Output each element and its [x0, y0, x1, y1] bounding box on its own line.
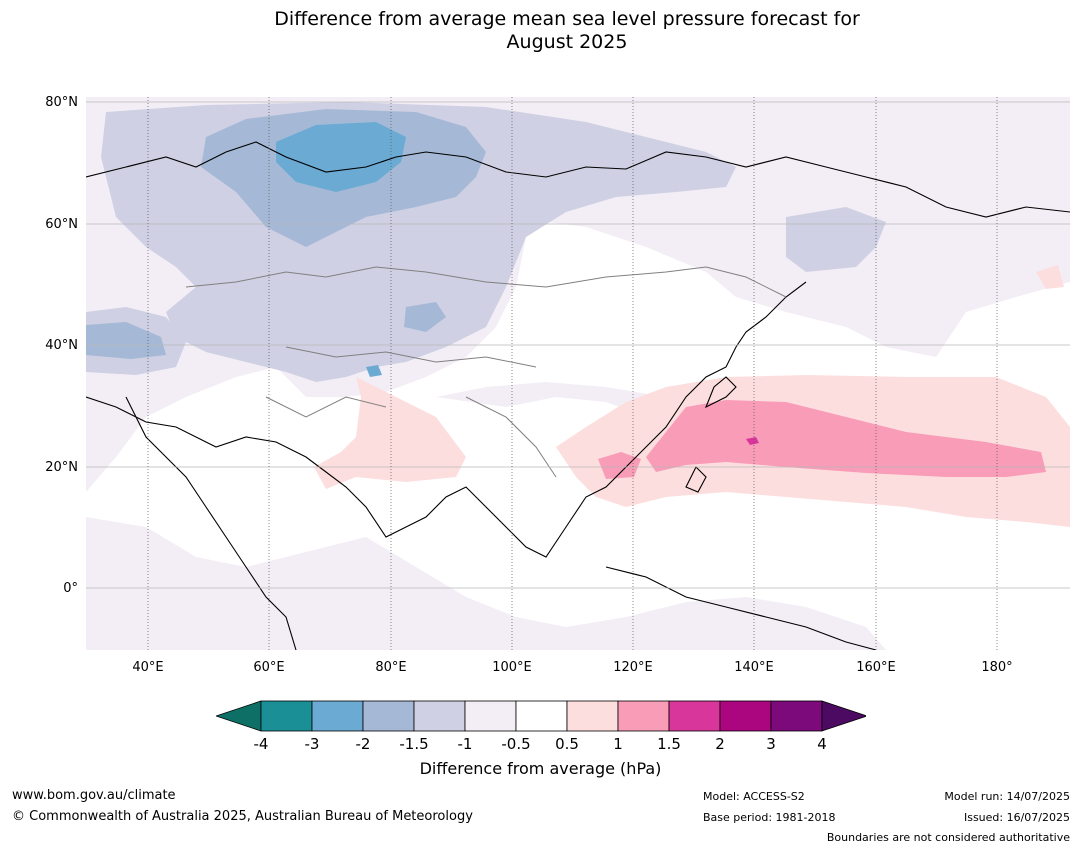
colorbar-segment — [464, 700, 517, 732]
colorbar — [216, 700, 866, 732]
footer-issued: Issued: 16/07/2025 — [963, 811, 1070, 824]
lon-label-180: 180° — [981, 660, 1013, 675]
footer-model-run: Model run: 14/07/2025 — [944, 790, 1070, 803]
colorbar-segment — [719, 700, 772, 732]
longitude-gridlines — [147, 97, 998, 650]
anomaly-region-plus-one-half — [746, 437, 759, 445]
title-line-2: August 2025 — [506, 31, 628, 53]
anomaly-region-minus-half-seasia — [436, 382, 706, 427]
colorbar-tick-label: 4 — [817, 735, 827, 753]
colorbar-extend-low — [216, 700, 262, 732]
colorbar-tick-label: 2 — [715, 735, 725, 753]
latitude-gridlines — [86, 101, 1070, 589]
colorbar-extend-high — [821, 700, 866, 732]
lon-label-120e: 120°E — [613, 660, 653, 675]
colorbar-tick-label: -0.5 — [501, 735, 531, 753]
colorbar-segment — [668, 700, 721, 732]
footer-disclaimer: Boundaries are not considered authoritat… — [826, 831, 1070, 844]
anomaly-region-plus-half-japan — [1036, 265, 1064, 289]
colorbar-tick-label: 1.5 — [657, 735, 681, 753]
colorbar-label: Difference from average (hPa) — [419, 759, 662, 778]
colorbar-tick-label: -2 — [355, 735, 371, 753]
lat-label-20n: 20°N — [45, 460, 78, 475]
anomaly-region-minus-one-half-central — [404, 302, 446, 332]
colorbar-segment — [770, 700, 823, 732]
lon-label-100e: 100°E — [492, 660, 532, 675]
lon-label-160e: 160°E — [856, 660, 896, 675]
anomaly-region-plus-one — [646, 400, 1046, 477]
colorbar-segment — [362, 700, 415, 732]
anomaly-region-minus-one-half-caspian — [86, 322, 166, 359]
colorbar-tick-label: -1 — [457, 735, 473, 753]
chart-title: Difference from average mean sea level p… — [0, 8, 1081, 54]
colorbar-tick-label: 0.5 — [555, 735, 579, 753]
colorbar-tick-label: 3 — [766, 735, 776, 753]
anomaly-region-minus-one-east — [786, 207, 886, 272]
coastlines — [86, 141, 1070, 650]
anomaly-region-plus-one-scs — [598, 452, 641, 479]
colorbar-segment — [515, 700, 568, 732]
colorbar-segment — [413, 700, 466, 732]
colorbar-segment — [617, 700, 670, 732]
lon-label-60e: 60°E — [253, 660, 285, 675]
lat-label-40n: 40°N — [45, 338, 78, 353]
pressure-anomaly-map — [86, 97, 1070, 650]
colorbar-tick-label: -3 — [304, 735, 320, 753]
colorbar-segment — [566, 700, 619, 732]
footer-url: www.bom.gov.au/climate — [12, 788, 176, 803]
colorbar-tick-label: -4 — [253, 735, 269, 753]
colorbar-segment — [311, 700, 364, 732]
anomaly-region-plus-half-india — [314, 377, 466, 489]
footer-base-period: Base period: 1981-2018 — [703, 811, 836, 824]
lat-label-60n: 60°N — [45, 217, 78, 232]
anomaly-region-minus-two-himalaya — [366, 365, 382, 377]
footer-copyright: © Commonwealth of Australia 2025, Austra… — [12, 809, 473, 824]
title-line-1: Difference from average mean sea level p… — [274, 8, 860, 30]
lon-label-40e: 40°E — [132, 660, 164, 675]
country-borders — [185, 266, 787, 478]
lon-label-140e: 140°E — [734, 660, 774, 675]
lat-label-80n: 80°N — [45, 95, 78, 110]
colorbar-tick-label: -1.5 — [399, 735, 429, 753]
lon-label-80e: 80°E — [375, 660, 407, 675]
colorbar-segment — [260, 700, 313, 732]
anomaly-region-minus-two — [276, 122, 406, 192]
colorbar-tick-label: 1 — [613, 735, 623, 753]
footer-model: Model: ACCESS-S2 — [703, 790, 805, 803]
lat-label-equator: 0° — [63, 581, 78, 596]
